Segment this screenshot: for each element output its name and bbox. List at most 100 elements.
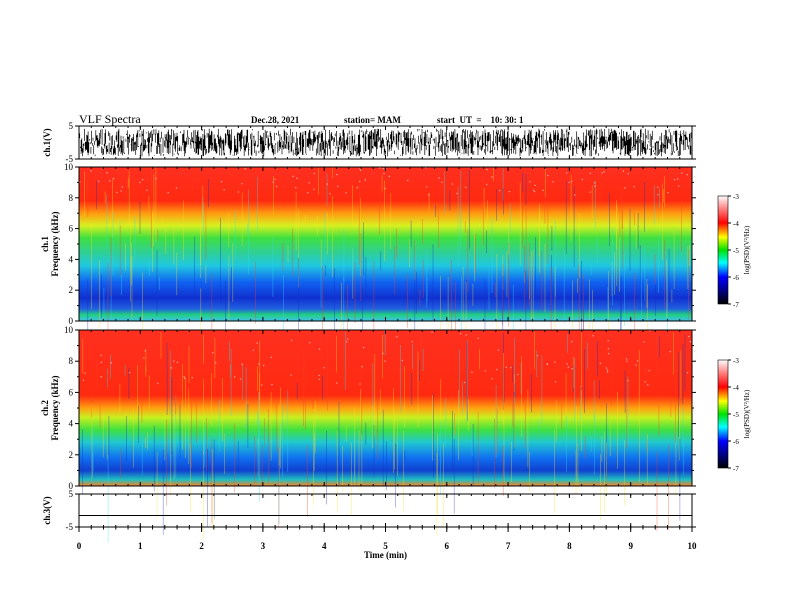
spectrogram-speckle [272, 181, 274, 183]
spectrogram-speckle [84, 372, 86, 374]
spectrogram-speckle [566, 363, 568, 365]
spectrogram-speckle [109, 180, 111, 182]
spectrogram-speckle [438, 177, 440, 179]
spectrogram-speckle [627, 380, 629, 382]
spectrogram-speckle [626, 360, 628, 362]
spectrogram-speckle [633, 186, 635, 188]
spectrogram-speckle [261, 384, 263, 386]
spectrogram-speckle [384, 187, 386, 190]
spectrogram-speckle [142, 179, 144, 181]
spectrogram-speckle [411, 341, 413, 343]
spectrogram-speckle [496, 368, 498, 371]
spectrogram-speckle [547, 174, 549, 177]
y-axis-label-frequency: Frequency (kHz) [50, 211, 60, 276]
spectrogram-speckle [129, 372, 131, 374]
spectrogram-speckle [241, 183, 243, 185]
spectrogram-speckle [649, 330, 651, 332]
spectrogram-speckle [323, 367, 325, 369]
spectrogram-speckle [594, 185, 596, 187]
spectrogram-speckle [605, 367, 607, 369]
spectrogram-speckle [425, 186, 428, 188]
spectrogram-speckle [552, 181, 554, 183]
spectrogram-speckle [295, 187, 297, 189]
spectrogram-speckle [571, 180, 573, 182]
y-tick-label: 10 [64, 162, 74, 172]
spectrogram-speckle [491, 378, 493, 380]
spectrogram-speckle [686, 174, 688, 176]
spectrogram-speckle [571, 341, 573, 343]
y-tick-label: 0 [69, 481, 74, 491]
spectrogram-speckle [607, 369, 609, 371]
spectrogram-ch2 [79, 330, 692, 486]
spectrogram-speckle [157, 382, 159, 384]
spectrogram-speckle [431, 331, 433, 333]
spectrogram-speckle [336, 382, 338, 384]
spectrogram-speckle [359, 168, 361, 170]
spectrogram-speckle [176, 361, 178, 363]
spectrogram-speckle [464, 381, 466, 384]
colorbar-label: log(PSD)(V²/Hz) [743, 225, 751, 274]
x-tick-label: 8 [567, 541, 572, 551]
spectrogram-speckle [256, 342, 258, 344]
spectrogram-speckle [471, 371, 473, 373]
colorbar-tick-label: -5 [733, 247, 739, 255]
colorbar-tick-label: -7 [733, 301, 739, 309]
spectrogram-speckle [425, 167, 427, 169]
spectrogram-speckle [291, 339, 293, 341]
spectrogram-speckle [146, 189, 148, 191]
spectrogram-speckle [383, 172, 385, 175]
spectrogram-speckle [499, 190, 501, 192]
spectrogram-speckle [456, 192, 458, 195]
waveform-ch1 [78, 128, 692, 157]
y-tick-label: 5 [69, 489, 74, 499]
spectrogram-speckle [184, 377, 186, 379]
spectrogram-speckle [220, 181, 223, 183]
spectrogram-speckle [82, 379, 84, 381]
spectrogram-speckle [465, 334, 467, 336]
spectrogram-speckle [567, 366, 569, 368]
spectrogram-speckle [669, 351, 671, 353]
colorbar-tick-label: -3 [733, 193, 739, 201]
spectrogram-speckle [239, 378, 242, 380]
spectrogram-speckle [263, 364, 265, 367]
spectrogram-speckle [359, 180, 361, 183]
spectrogram-speckle [581, 178, 583, 180]
spectrogram-speckle [337, 185, 339, 187]
spectrogram-speckle [363, 346, 365, 349]
spectrogram-speckle [90, 170, 92, 172]
x-axis-label: Time (min) [364, 550, 407, 560]
spectrogram-speckle [491, 176, 493, 178]
start-time-label: start UT = 10: 30: 1 [437, 115, 524, 125]
spectrogram-speckle [98, 180, 100, 182]
spectrogram-speckle [144, 350, 146, 352]
spectrogram-speckle [167, 192, 169, 194]
spectrogram-speckle [223, 189, 225, 191]
spectrogram-speckle [635, 364, 637, 366]
y-tick-label: 5 [69, 121, 74, 131]
spectrogram-speckle [497, 349, 499, 351]
y-tick-label: 8 [69, 193, 74, 203]
spectrogram-speckle [441, 181, 443, 183]
spectrogram-speckle [382, 168, 384, 170]
spectrogram-speckle [624, 187, 626, 189]
spectrogram-speckle [601, 172, 603, 174]
spectrogram-speckle [484, 370, 487, 372]
spectrogram-speckle [274, 178, 276, 180]
spectrogram-speckle [647, 384, 649, 386]
spectrogram-speckle [379, 167, 381, 169]
spectrogram-speckle [100, 376, 102, 378]
spectrogram-speckle [318, 378, 320, 380]
y-tick-label: 8 [69, 356, 74, 366]
x-tick-label: 10 [688, 541, 698, 551]
spectrogram-speckle [546, 363, 548, 365]
x-tick-label: 5 [383, 541, 388, 551]
spectrogram-speckle [382, 352, 384, 355]
x-tick-label: 4 [322, 541, 327, 551]
spectrogram-speckle [313, 172, 315, 175]
spectrogram-speckle [536, 355, 539, 357]
spectrogram-speckle [644, 381, 646, 383]
spectrogram-speckle [465, 186, 467, 188]
spectrogram-speckle [155, 178, 157, 180]
spectrogram-speckle [79, 181, 81, 183]
colorbar-label: log(PSD)(V²/Hz) [743, 389, 751, 438]
